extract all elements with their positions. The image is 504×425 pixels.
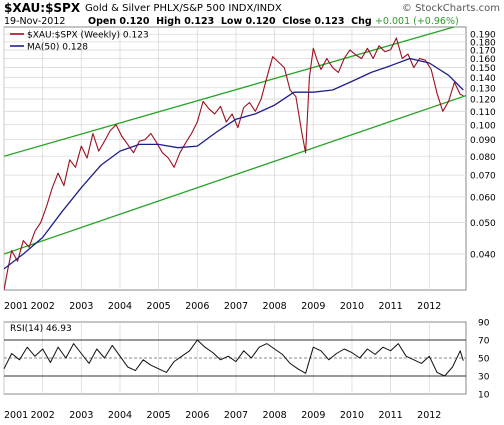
price-series-group	[4, 27, 466, 290]
change-label: Chg	[351, 16, 372, 27]
price-y-tick-label-3: 0.160	[470, 55, 496, 65]
price-y-tick-label-2: 0.170	[470, 46, 496, 56]
price-y-tick-label-13: 0.060	[470, 193, 496, 203]
rsi-x-tick-label-1: 2002	[31, 410, 55, 421]
price-y-tick-label-1: 0.180	[470, 38, 496, 48]
price-y-tick-label-15: 0.040	[470, 251, 496, 261]
rsi-series-line	[3, 339, 464, 377]
rsi-x-tick-label-10: 2011	[379, 410, 403, 421]
price-y-tick-label-10: 0.090	[470, 136, 496, 146]
rsi-x-tick-label-6: 2007	[224, 410, 248, 421]
price-x-tick-label-7: 2008	[263, 301, 287, 312]
high-value: 0.123	[184, 16, 215, 27]
rsi-x-tick-label-9: 2010	[340, 410, 364, 421]
price-y-tick-label-11: 0.080	[470, 153, 496, 163]
rsi-x-tick-label-2: 2003	[69, 410, 93, 421]
price-x-tick-label-5: 2006	[185, 301, 209, 312]
price-y-tick-label-14: 0.050	[470, 219, 496, 229]
price-y-tick-label-7: 0.120	[470, 96, 496, 106]
price-y-tick-label-9: 0.100	[470, 121, 496, 131]
price-series-line	[4, 37, 464, 290]
open-label: Open	[88, 16, 117, 27]
brand-credit: © StockCharts.com	[401, 3, 500, 14]
rsi-y-tick-label-4: 10	[478, 391, 490, 401]
rsi-x-tick-label-3: 2004	[108, 410, 132, 421]
price-x-tick-label-4: 2005	[147, 301, 171, 312]
chart-symbol: $XAU:$SPX	[4, 1, 81, 15]
price-x-tick-label-2: 2003	[69, 301, 93, 312]
price-y-tick-label-5: 0.140	[470, 74, 496, 84]
rsi-x-tick-label-4: 2005	[147, 410, 171, 421]
price-x-tick-label-11: 2012	[417, 301, 441, 312]
price-x-tick-label-9: 2010	[340, 301, 364, 312]
high-label: High	[156, 16, 181, 27]
rsi-y-tick-label-0: 90	[478, 319, 490, 329]
price-y-tick-label-8: 0.110	[470, 108, 496, 118]
chart-name: Gold & Silver PHLX/S&P 500 INDX/INDX	[85, 3, 282, 14]
price-y-tick-label-12: 0.070	[470, 172, 496, 182]
quote-date: 19-Nov-2012	[4, 16, 66, 27]
price-x-tick-label-1: 2002	[31, 301, 55, 312]
rsi-x-tick-label-8: 2009	[301, 410, 325, 421]
rsi-legend-label: RSI(14) 46.93	[10, 324, 72, 334]
rsi-x-tick-label-7: 2008	[263, 410, 287, 421]
close-value: 0.123	[314, 16, 345, 27]
price-y-tick-label-4: 0.150	[470, 64, 496, 74]
lower-channel-line	[4, 94, 466, 255]
price-x-tick-label-10: 2011	[379, 301, 403, 312]
rsi-y-tick-label-1: 70	[478, 337, 490, 347]
price-x-tick-label-8: 2009	[301, 301, 325, 312]
rsi-x-tick-label-0: 2001	[4, 410, 28, 421]
low-label: Low	[220, 16, 243, 27]
legend-label-ma: MA(50) 0.128	[27, 43, 88, 53]
change-value: +0.001 (+0.96%)	[374, 16, 459, 27]
price-y-tick-label-0: 0.190	[470, 31, 496, 41]
price-x-tick-label-0: 2001	[4, 301, 28, 312]
price-x-tick-label-6: 2007	[224, 301, 248, 312]
rsi-x-tick-label-5: 2006	[185, 410, 209, 421]
price-y-tick-label-6: 0.130	[470, 84, 496, 94]
legend-label-price: $XAU:$SPX (Weekly) 0.123	[27, 31, 149, 41]
low-value: 0.120	[245, 16, 276, 27]
close-label: Close	[282, 16, 312, 27]
upper-channel-line	[4, 27, 457, 157]
ma50-series-line	[4, 57, 464, 270]
price-panel-frame	[3, 26, 467, 291]
price-x-tick-label-3: 2004	[108, 301, 132, 312]
rsi-y-tick-label-3: 30	[478, 373, 490, 383]
rsi-y-tick-label-2: 50	[478, 355, 490, 365]
rsi-x-tick-label-11: 2012	[417, 410, 441, 421]
open-value: 0.120	[119, 16, 150, 27]
ohlc-readout: Open 0.120 High 0.123 Low 0.120 Close 0.…	[88, 16, 459, 27]
